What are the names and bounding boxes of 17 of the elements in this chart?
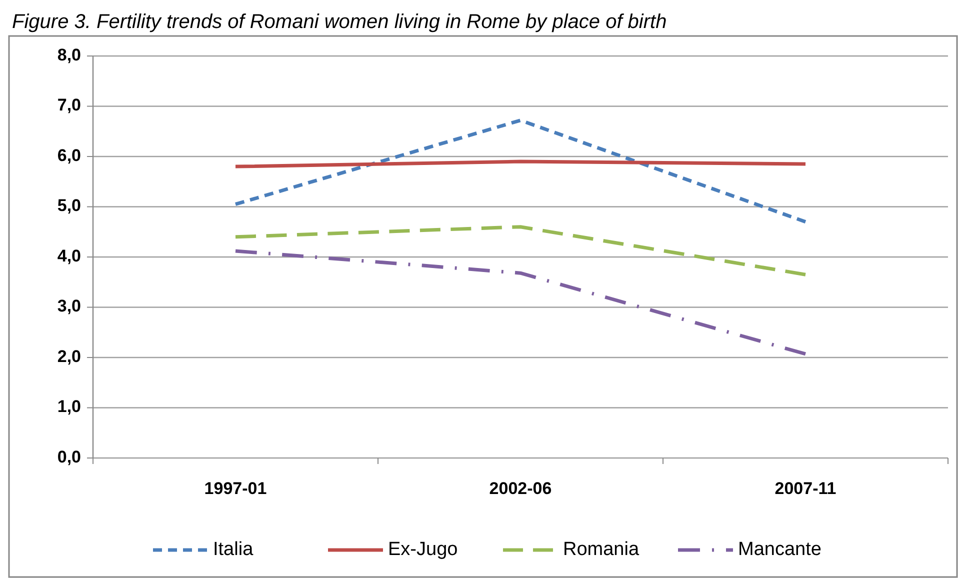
chart-title: Figure 3. Fertility trends of Romani women living in Rome by place of birth	[12, 11, 667, 33]
y-tick-label: 0,0	[57, 447, 81, 466]
y-tick-label: 4,0	[57, 246, 81, 266]
legend-label: Italia	[213, 539, 254, 560]
legend-label: Ex-Jugo	[388, 539, 458, 560]
y-tick-label: 5,0	[57, 196, 81, 216]
y-tick-label: 1,0	[57, 397, 81, 416]
y-tick-label: 3,0	[57, 296, 81, 316]
x-tick-label: 2002-06	[489, 479, 552, 498]
x-tick-label: 2007-11	[774, 479, 836, 498]
y-tick-label: 6,0	[57, 146, 81, 165]
y-tick-label: 2,0	[57, 346, 81, 366]
legend-label: Romania	[563, 539, 640, 560]
x-tick-label: 1997-01	[204, 479, 267, 498]
y-tick-label: 7,0	[57, 96, 81, 115]
y-tick-label: 8,0	[57, 45, 81, 64]
legend-label: Mancante	[738, 539, 822, 560]
